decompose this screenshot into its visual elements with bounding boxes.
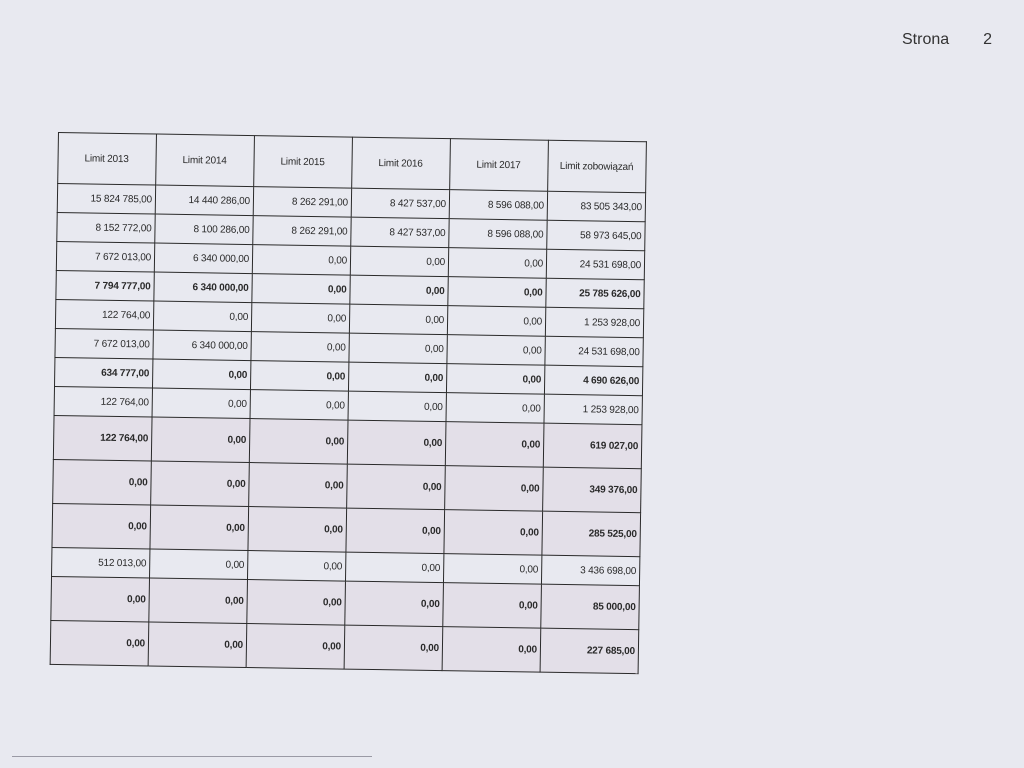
table-cell: 6 340 000,00 <box>154 243 253 274</box>
column-header: Limit 2017 <box>449 138 549 192</box>
table-cell: 122 764,00 <box>55 299 154 331</box>
table-cell: 0,00 <box>152 359 251 390</box>
column-header: Limit 2015 <box>253 135 353 189</box>
table-cell: 8 596 088,00 <box>449 189 548 221</box>
footer-divider <box>12 756 372 757</box>
table-cell: 0,00 <box>153 301 252 332</box>
table-cell: 7 794 777,00 <box>55 270 155 302</box>
table-cell: 0,00 <box>345 552 444 583</box>
table-cell: 0,00 <box>443 553 542 585</box>
table-cell: 1 253 928,00 <box>545 307 644 338</box>
table-cell: 0,00 <box>443 509 543 556</box>
table-cell: 0,00 <box>344 581 444 627</box>
column-header: Limit zobowiązań <box>547 140 647 193</box>
table-cell: 7 672 013,00 <box>56 241 155 273</box>
column-header: Limit 2013 <box>57 132 157 186</box>
page-number-value: 2 <box>983 31 993 48</box>
table-cell: 0,00 <box>442 626 541 673</box>
table-cell: 14 440 286,00 <box>155 185 254 216</box>
table-cell: 0,00 <box>248 462 348 509</box>
table-cell: 0,00 <box>347 420 446 466</box>
table-cell: 0,00 <box>50 576 150 622</box>
table-cell: 0,00 <box>348 391 447 422</box>
table-cell: 0,00 <box>251 302 350 334</box>
table-cell: 7 672 013,00 <box>54 328 154 360</box>
table-cell: 58 973 645,00 <box>546 220 646 251</box>
table-cell: 0,00 <box>348 362 447 393</box>
table-cell: 0,00 <box>150 461 250 507</box>
table-cell: 0,00 <box>247 506 347 553</box>
column-header: Limit 2014 <box>155 134 255 187</box>
table-cell: 0,00 <box>149 548 248 580</box>
table-cell: 349 376,00 <box>542 467 642 513</box>
table-header-row: Limit 2013 Limit 2014 Limit 2015 Limit 2016… <box>57 132 647 193</box>
table-cell: 0,00 <box>152 388 251 419</box>
table-cell: 0,00 <box>444 465 544 512</box>
table-cell: 15 824 785,00 <box>57 183 156 215</box>
table-cell: 0,00 <box>252 244 351 276</box>
table-cell: 0,00 <box>250 360 349 392</box>
table-cell: 8 262 291,00 <box>252 215 352 247</box>
table-cell: 0,00 <box>447 305 546 337</box>
table-cell: 0,00 <box>448 247 547 279</box>
table-cell: 0,00 <box>51 503 151 549</box>
table-cell: 6 340 000,00 <box>153 272 253 303</box>
table-cell: 0,00 <box>349 304 448 335</box>
table-cell: 512 013,00 <box>51 547 150 578</box>
table-cell: 0,00 <box>52 459 152 506</box>
table-cell: 619 027,00 <box>543 423 642 469</box>
limits-table: Limit 2013 Limit 2014 Limit 2015 Limit 2016… <box>50 132 647 674</box>
table-cell: 0,00 <box>445 421 544 468</box>
table-cell: 0,00 <box>149 505 249 551</box>
table-cell: 0,00 <box>249 418 349 465</box>
table-cell: 0,00 <box>350 246 449 277</box>
table-cell: 6 340 000,00 <box>152 330 252 361</box>
table-cell: 0,00 <box>148 621 247 668</box>
table-cell: 0,00 <box>247 550 346 582</box>
table-cell: 8 262 291,00 <box>253 186 352 218</box>
table-cell: 0,00 <box>349 275 449 306</box>
table-cell: 0,00 <box>246 623 345 670</box>
page-number: Strona 2 <box>902 31 992 49</box>
table-cell: 0,00 <box>446 363 545 395</box>
table-cell: 0,00 <box>250 331 350 363</box>
table-cell: 1 253 928,00 <box>543 394 643 425</box>
table-cell: 85 000,00 <box>540 584 640 630</box>
table-cell: 83 505 343,00 <box>547 191 646 222</box>
page-label: Strona <box>902 31 950 48</box>
table-cell: 0,00 <box>250 389 349 421</box>
table-cell: 0,00 <box>246 579 346 626</box>
table-cell: 0,00 <box>346 464 446 510</box>
table-cell: 25 785 626,00 <box>545 278 645 309</box>
table-cell: 0,00 <box>345 508 445 554</box>
table-cell: 122 764,00 <box>53 415 153 462</box>
table-cell: 3 436 698,00 <box>541 555 640 586</box>
table-cell: 0,00 <box>251 273 351 305</box>
table-cell: 0,00 <box>148 577 248 624</box>
column-header: Limit 2016 <box>351 137 451 190</box>
table-cell: 24 531 698,00 <box>546 249 645 280</box>
table-cell: 634 777,00 <box>54 357 153 389</box>
table-cell: 285 525,00 <box>541 511 641 557</box>
table-cell: 227 685,00 <box>540 628 639 674</box>
table-cell: 0,00 <box>344 625 443 671</box>
table-cell: 0,00 <box>151 417 251 463</box>
table-cell: 8 427 537,00 <box>351 188 450 219</box>
table-cell: 24 531 698,00 <box>544 336 644 367</box>
table-cell: 122 764,00 <box>54 386 153 418</box>
table-cell: 0,00 <box>348 333 448 364</box>
table-cell: 0,00 <box>50 620 149 666</box>
table-cell: 8 427 537,00 <box>350 217 450 248</box>
limits-table-wrapper: Limit 2013 Limit 2014 Limit 2015 Limit 2016… <box>50 132 647 674</box>
table-cell: 8 596 088,00 <box>448 218 548 250</box>
table-cell: 0,00 <box>447 276 547 308</box>
table-row: 0,00 0,00 0,00 0,00 0,00 227 685,00 <box>50 620 639 674</box>
table-cell: 0,00 <box>445 392 545 424</box>
table-cell: 0,00 <box>446 334 546 366</box>
table-cell: 8 152 772,00 <box>56 212 156 244</box>
table-cell: 4 690 626,00 <box>544 365 643 396</box>
table-cell: 8 100 286,00 <box>154 214 254 245</box>
table-cell: 0,00 <box>442 582 542 629</box>
